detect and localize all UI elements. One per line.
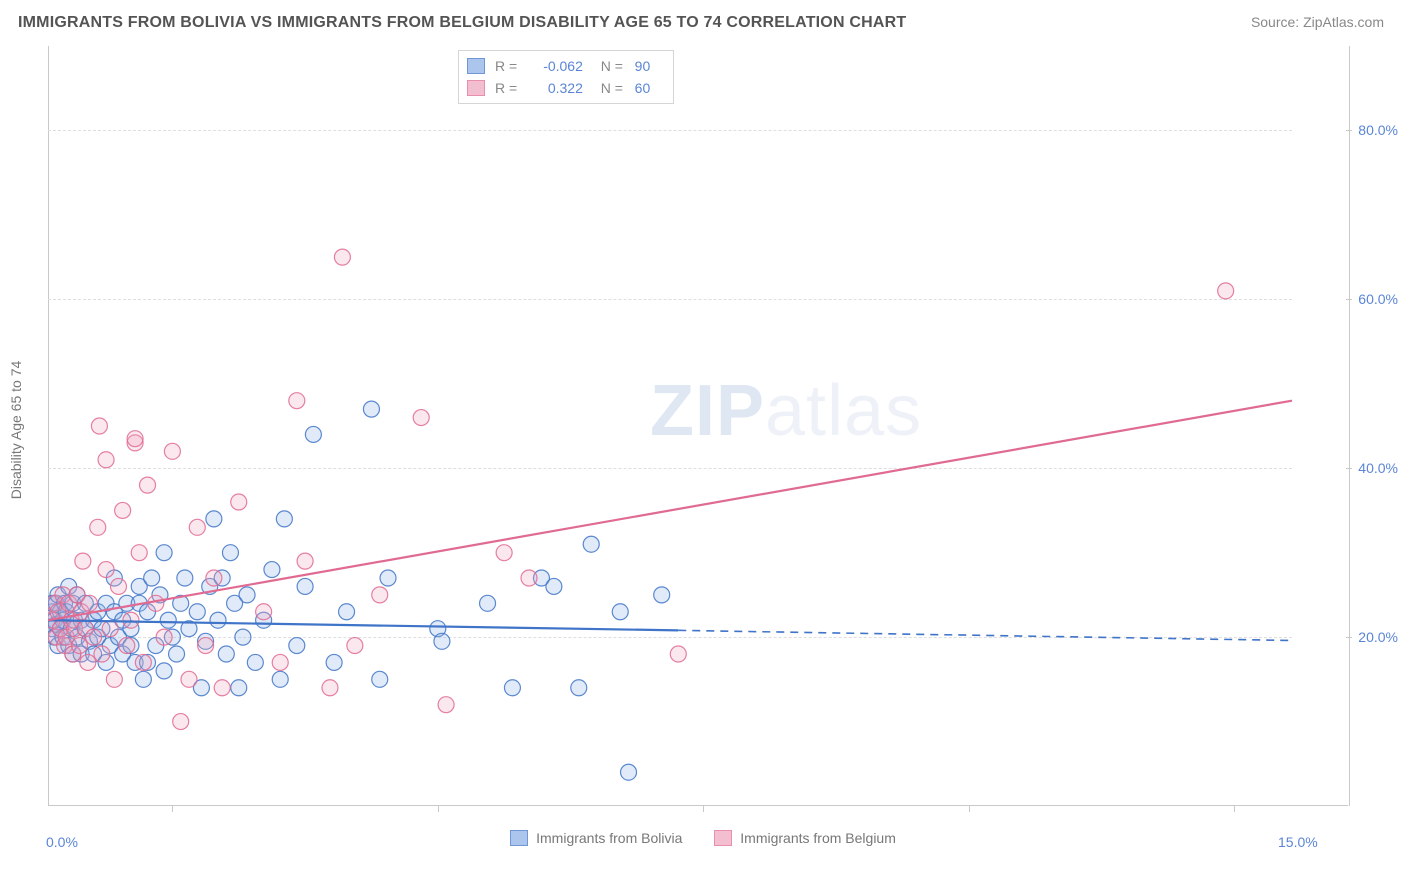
swatch-belgium (467, 80, 485, 96)
correlation-legend: R = -0.062 N = 90 R = 0.322 N = 60 (458, 50, 674, 104)
series-legend: Immigrants from Bolivia Immigrants from … (0, 830, 1406, 849)
legend-label-belgium: Immigrants from Belgium (740, 830, 896, 846)
legend-item-belgium: Immigrants from Belgium (714, 830, 896, 846)
chart-container: IMMIGRANTS FROM BOLIVIA VS IMMIGRANTS FR… (0, 0, 1406, 892)
x-tick (172, 806, 173, 812)
y-tick-label: 20.0% (1358, 629, 1398, 645)
y-tick (1346, 130, 1352, 131)
right-axis-line (1349, 46, 1350, 806)
r-label: R = (495, 58, 523, 74)
legend-item-bolivia: Immigrants from Bolivia (510, 830, 682, 846)
y-tick-label: 80.0% (1358, 122, 1398, 138)
r-label: R = (495, 80, 523, 96)
gridline (48, 299, 1292, 300)
legend-label-bolivia: Immigrants from Bolivia (536, 830, 682, 846)
y-tick (1346, 299, 1352, 300)
y-tick (1346, 637, 1352, 638)
x-tick (438, 806, 439, 812)
y-tick (1346, 468, 1352, 469)
y-tick-label: 40.0% (1358, 460, 1398, 476)
y-axis-title: Disability Age 65 to 74 (8, 361, 24, 500)
source-value: ZipAtlas.com (1303, 14, 1384, 30)
n-label: N = (601, 58, 631, 74)
x-tick (969, 806, 970, 812)
gridline (48, 468, 1292, 469)
n-value-belgium: 60 (635, 80, 661, 96)
x-tick (1234, 806, 1235, 812)
swatch-bolivia (467, 58, 485, 74)
r-value-bolivia: -0.062 (527, 58, 583, 74)
n-value-bolivia: 90 (635, 58, 661, 74)
x-tick (703, 806, 704, 812)
legend-row-bolivia: R = -0.062 N = 90 (467, 55, 661, 77)
swatch-bolivia (510, 830, 528, 846)
chart-title: IMMIGRANTS FROM BOLIVIA VS IMMIGRANTS FR… (18, 14, 906, 32)
gridline (48, 637, 1292, 638)
y-tick-label: 60.0% (1358, 291, 1398, 307)
source-attribution: Source: ZipAtlas.com (1251, 14, 1384, 30)
swatch-belgium (714, 830, 732, 846)
n-label: N = (601, 80, 631, 96)
r-value-belgium: 0.322 (527, 80, 583, 96)
legend-row-belgium: R = 0.322 N = 60 (467, 77, 661, 99)
plot-area (48, 46, 1348, 806)
source-label: Source: (1251, 14, 1299, 30)
gridline (48, 130, 1292, 131)
